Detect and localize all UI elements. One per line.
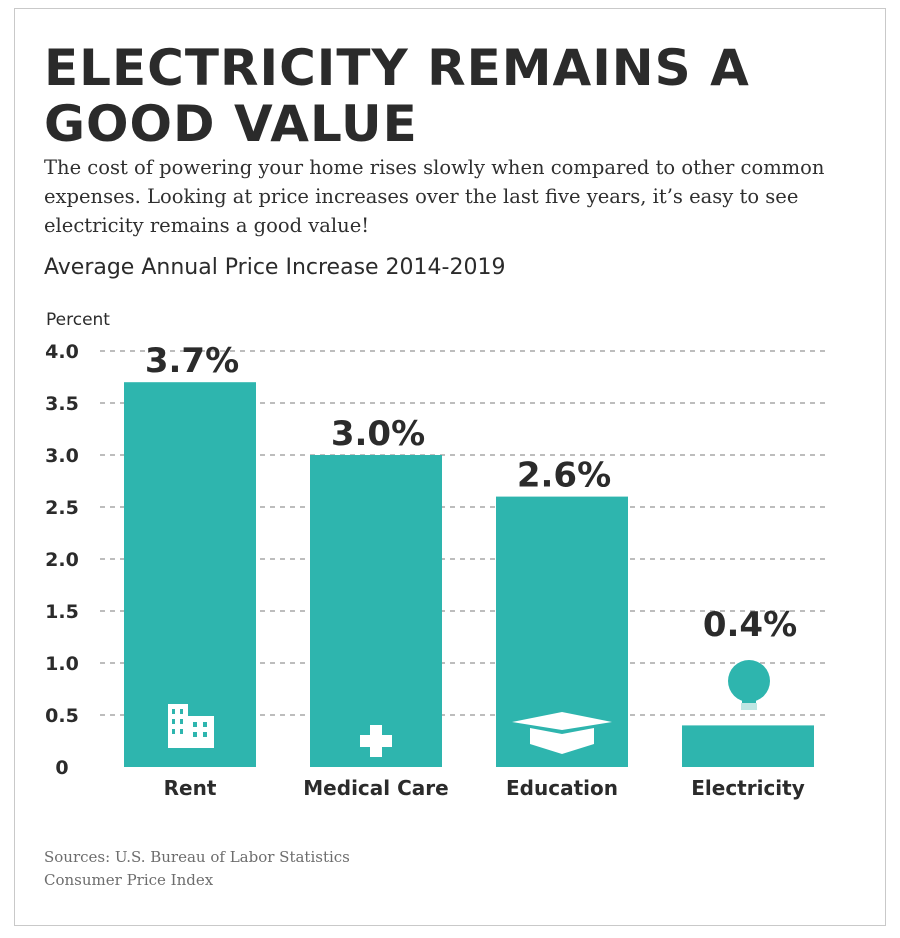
value-label: 0.4% (703, 605, 797, 645)
y-tick-label: 1.5 (45, 601, 79, 623)
sources-note: Sources: U.S. Bureau of Labor Statistics… (44, 846, 644, 892)
category-label: Medical Care (303, 776, 448, 800)
value-labels: 3.7% 3.0% 2.6% 0.4% (145, 341, 797, 645)
intro-paragraph: The cost of powering your home rises slo… (44, 156, 825, 237)
value-label: 3.7% (145, 341, 239, 381)
source-line: Consumer Price Index (44, 871, 214, 889)
graduation-cap-icon (512, 712, 612, 754)
y-tick-label: 0.5 (45, 705, 79, 727)
y-axis-ticks: 0 0.5 1.0 1.5 2.0 2.5 3.0 3.5 4.0 (45, 341, 79, 779)
y-tick-label: 1.0 (45, 653, 79, 675)
headline: ELECTRICITY REMAINS A GOOD VALUE (44, 39, 750, 153)
light-bulb-icon (728, 660, 770, 710)
chart-title: Average Annual Price Increase 2014-2019 (44, 255, 506, 280)
building-icon (168, 704, 214, 748)
y-tick-label: 3.5 (45, 393, 79, 415)
y-axis-label: Percent (46, 310, 110, 330)
y-tick-label: 2.0 (45, 549, 79, 571)
category-label: Electricity (691, 776, 805, 800)
medical-cross-icon (360, 725, 392, 757)
bars (124, 382, 814, 767)
y-tick-label: 2.5 (45, 497, 79, 519)
category-labels: Rent Medical Care Education Electricity (164, 776, 805, 800)
y-tick-label: 4.0 (45, 341, 79, 363)
bar (124, 382, 256, 767)
source-line: Sources: U.S. Bureau of Labor Statistics (44, 848, 350, 866)
value-label: 3.0% (331, 414, 425, 454)
bar (682, 725, 814, 767)
value-label: 2.6% (517, 456, 611, 496)
y-tick-label: 0 (55, 757, 68, 779)
y-tick-label: 3.0 (45, 445, 79, 467)
category-label: Education (506, 776, 618, 800)
bar (310, 455, 442, 767)
category-label: Rent (164, 776, 217, 800)
